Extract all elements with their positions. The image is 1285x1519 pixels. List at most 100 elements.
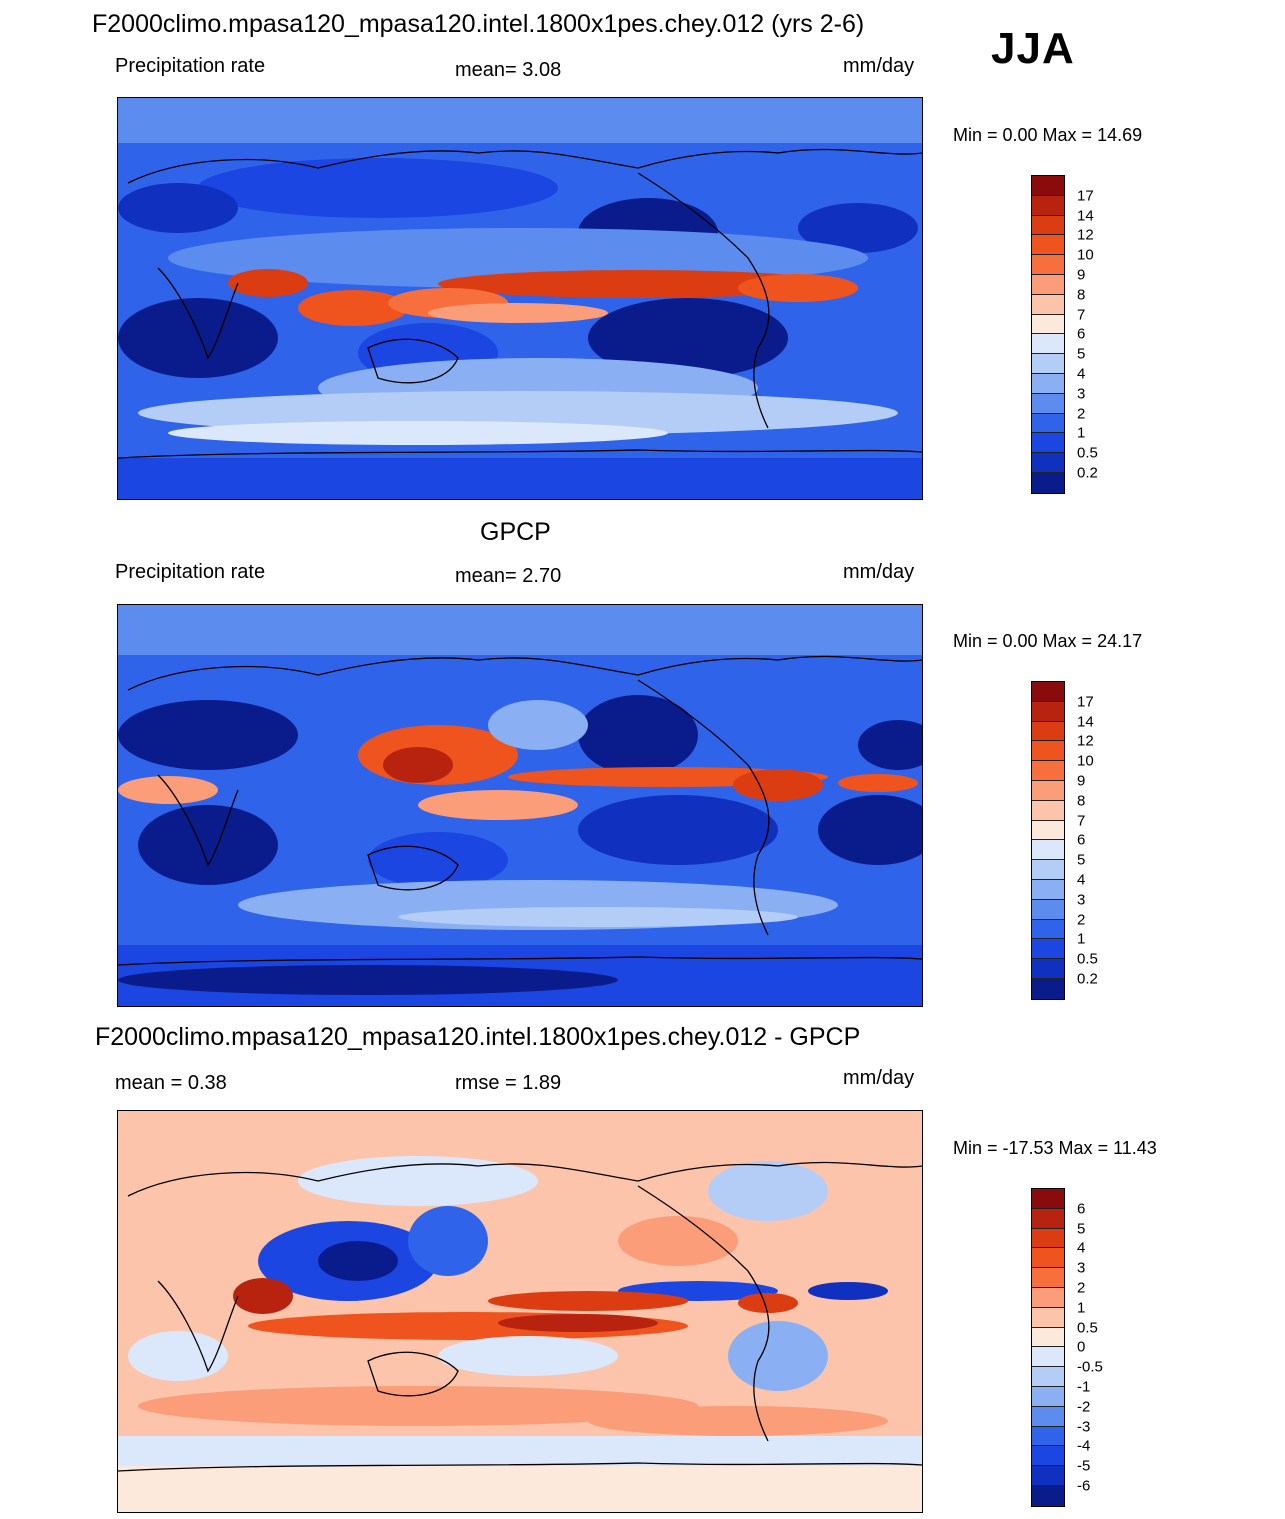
colorbar-tick-label: -0.5 <box>1077 1358 1103 1376</box>
colorbar-swatch <box>1032 1406 1064 1427</box>
colorbar-swatch <box>1032 235 1064 256</box>
colorbar-tick-label: -1 <box>1077 1378 1091 1396</box>
colorbar-tick-label: 7 <box>1077 812 1086 830</box>
colorbar-tick-label: 9 <box>1077 772 1086 790</box>
colorbar-swatch <box>1032 840 1064 861</box>
colorbar-tick-label: 2 <box>1077 1279 1086 1297</box>
colorbar-swatch <box>1032 433 1064 454</box>
colorbar-tick-label: 0.5 <box>1077 950 1098 968</box>
colorbar-tick-label: 1 <box>1077 424 1086 442</box>
colorbar-swatch <box>1032 1347 1064 1368</box>
colorbar-tick-label: 1 <box>1077 1299 1086 1317</box>
panel-1-variable-label: Precipitation rate <box>115 55 266 77</box>
colorbar-tick-label: -6 <box>1077 1477 1091 1495</box>
panel-2-units-label: mm/day <box>843 561 915 583</box>
colorbar-tick-label: 4 <box>1077 1239 1086 1257</box>
colorbar-swatch <box>1032 393 1064 414</box>
panel-1-minmax: Min = 0.00 Max = 14.69 <box>953 125 1143 145</box>
colorbar-swatch <box>1032 682 1064 702</box>
panel-2-colorbar <box>1031 681 1065 1000</box>
colorbar-tick-label: 9 <box>1077 266 1086 284</box>
colorbar-tick-label: 0 <box>1077 1338 1086 1356</box>
colorbar-swatch <box>1032 939 1064 960</box>
colorbar-swatch <box>1032 215 1064 236</box>
colorbar-tick-label: 8 <box>1077 792 1086 810</box>
colorbar-tick-label: 6 <box>1077 831 1086 849</box>
colorbar-swatch <box>1032 1248 1064 1269</box>
colorbar-tick-label: 3 <box>1077 385 1086 403</box>
panel-2-title: GPCP <box>480 518 551 546</box>
colorbar-swatch <box>1032 1228 1064 1249</box>
colorbar-swatch <box>1032 453 1064 473</box>
colorbar-tick-label: 17 <box>1077 187 1094 205</box>
colorbar-swatch <box>1032 1268 1064 1288</box>
colorbar-tick-label: 4 <box>1077 871 1086 889</box>
colorbar-tick-label: 4 <box>1077 365 1086 383</box>
colorbar-tick-label: -3 <box>1077 1418 1091 1436</box>
colorbar-swatch <box>1032 780 1064 801</box>
colorbar-tick-label: 1 <box>1077 930 1086 948</box>
season-label: JJA <box>991 24 1075 73</box>
colorbar-tick-label: 5 <box>1077 345 1086 363</box>
colorbar-swatch <box>1032 274 1064 295</box>
colorbar-tick-label: 3 <box>1077 891 1086 909</box>
colorbar-tick-label: 7 <box>1077 306 1086 324</box>
panel-2-map <box>117 604 923 1007</box>
colorbar-swatch <box>1032 314 1064 335</box>
colorbar-swatch <box>1032 1426 1064 1447</box>
colorbar-swatch <box>1032 1485 1064 1506</box>
colorbar-tick-label: 14 <box>1077 207 1094 225</box>
colorbar-tick-label: 5 <box>1077 851 1086 869</box>
colorbar-swatch <box>1032 1287 1064 1308</box>
panel-3-mean-label: mean = 0.38 <box>115 1072 227 1094</box>
panel-2-minmax: Min = 0.00 Max = 24.17 <box>953 631 1143 651</box>
colorbar-tick-label: 0.5 <box>1077 1319 1098 1337</box>
colorbar-swatch <box>1032 978 1064 999</box>
colorbar-swatch <box>1032 879 1064 900</box>
colorbar-tick-label: -5 <box>1077 1457 1091 1475</box>
colorbar-swatch <box>1032 721 1064 742</box>
colorbar-swatch <box>1032 820 1064 841</box>
colorbar-swatch <box>1032 1208 1064 1229</box>
colorbar-tick-label: 0.5 <box>1077 444 1098 462</box>
colorbar-swatch <box>1032 472 1064 493</box>
colorbar-swatch <box>1032 761 1064 781</box>
colorbar-tick-label: 6 <box>1077 1200 1086 1218</box>
panel-3-minmax: Min = -17.53 Max = 11.43 <box>953 1138 1157 1158</box>
colorbar-swatch <box>1032 1327 1064 1348</box>
colorbar-tick-label: 0.2 <box>1077 464 1098 482</box>
colorbar-swatch <box>1032 741 1064 762</box>
colorbar-swatch <box>1032 1189 1064 1209</box>
colorbar-swatch <box>1032 1466 1064 1486</box>
colorbar-swatch <box>1032 195 1064 216</box>
colorbar-tick-label: 10 <box>1077 752 1094 770</box>
colorbar-swatch <box>1032 176 1064 196</box>
colorbar-tick-label: 17 <box>1077 693 1094 711</box>
colorbar-swatch <box>1032 919 1064 940</box>
panel-3-title: F2000climo.mpasa120_mpasa120.intel.1800x… <box>95 1023 861 1051</box>
colorbar-swatch <box>1032 334 1064 355</box>
colorbar-swatch <box>1032 413 1064 434</box>
panel-1-colorbar <box>1031 175 1065 494</box>
colorbar-tick-label: 6 <box>1077 325 1086 343</box>
colorbar-tick-label: 2 <box>1077 911 1086 929</box>
panel-1-title: F2000climo.mpasa120_mpasa120.intel.1800x… <box>92 10 865 38</box>
panel-3-rmse-label: rmse = 1.89 <box>455 1072 562 1094</box>
colorbar-tick-label: 12 <box>1077 732 1094 750</box>
colorbar-tick-label: -2 <box>1077 1398 1091 1416</box>
colorbar-swatch <box>1032 701 1064 722</box>
colorbar-swatch <box>1032 800 1064 821</box>
colorbar-swatch <box>1032 1307 1064 1328</box>
panel-1-map <box>117 97 923 500</box>
colorbar-tick-label: 14 <box>1077 713 1094 731</box>
colorbar-swatch <box>1032 899 1064 920</box>
panel-1-mean-label: mean= 3.08 <box>455 59 562 81</box>
colorbar-tick-label: 2 <box>1077 405 1086 423</box>
colorbar-tick-label: 5 <box>1077 1220 1086 1238</box>
colorbar-tick-label: 10 <box>1077 246 1094 264</box>
panel-2-mean-label: mean= 2.70 <box>455 565 562 587</box>
colorbar-tick-label: 3 <box>1077 1259 1086 1277</box>
colorbar-tick-label: -4 <box>1077 1437 1091 1455</box>
panel-3-units-label: mm/day <box>843 1067 915 1089</box>
panel-1-units-label: mm/day <box>843 55 915 77</box>
